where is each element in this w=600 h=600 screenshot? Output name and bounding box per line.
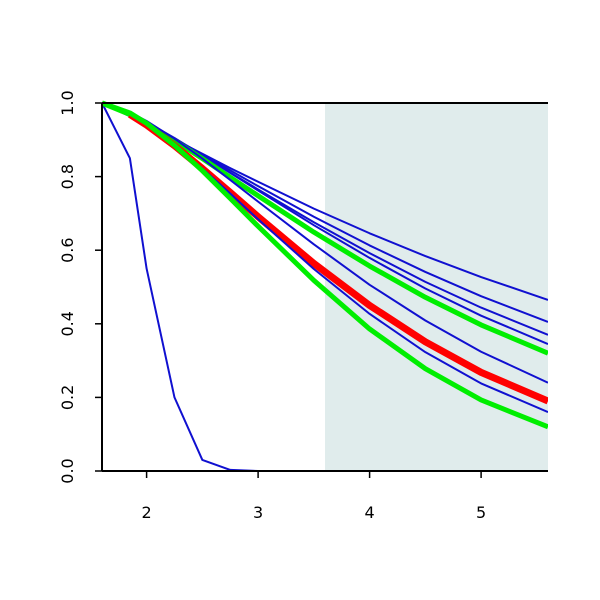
y-tick-label: 1.0 <box>58 90 77 115</box>
y-tick-label: 0.6 <box>58 237 77 262</box>
y-tick-label: 0.8 <box>58 164 77 189</box>
y-tick-label: 0.2 <box>58 385 77 410</box>
y-tick-label: 0.0 <box>58 458 77 483</box>
x-tick-label: 3 <box>253 503 263 522</box>
x-tick-label: 2 <box>142 503 152 522</box>
y-tick-label: 0.4 <box>58 311 77 336</box>
x-tick-label: 4 <box>365 503 375 522</box>
x-tick-label: 5 <box>476 503 486 522</box>
series-line <box>102 100 548 430</box>
